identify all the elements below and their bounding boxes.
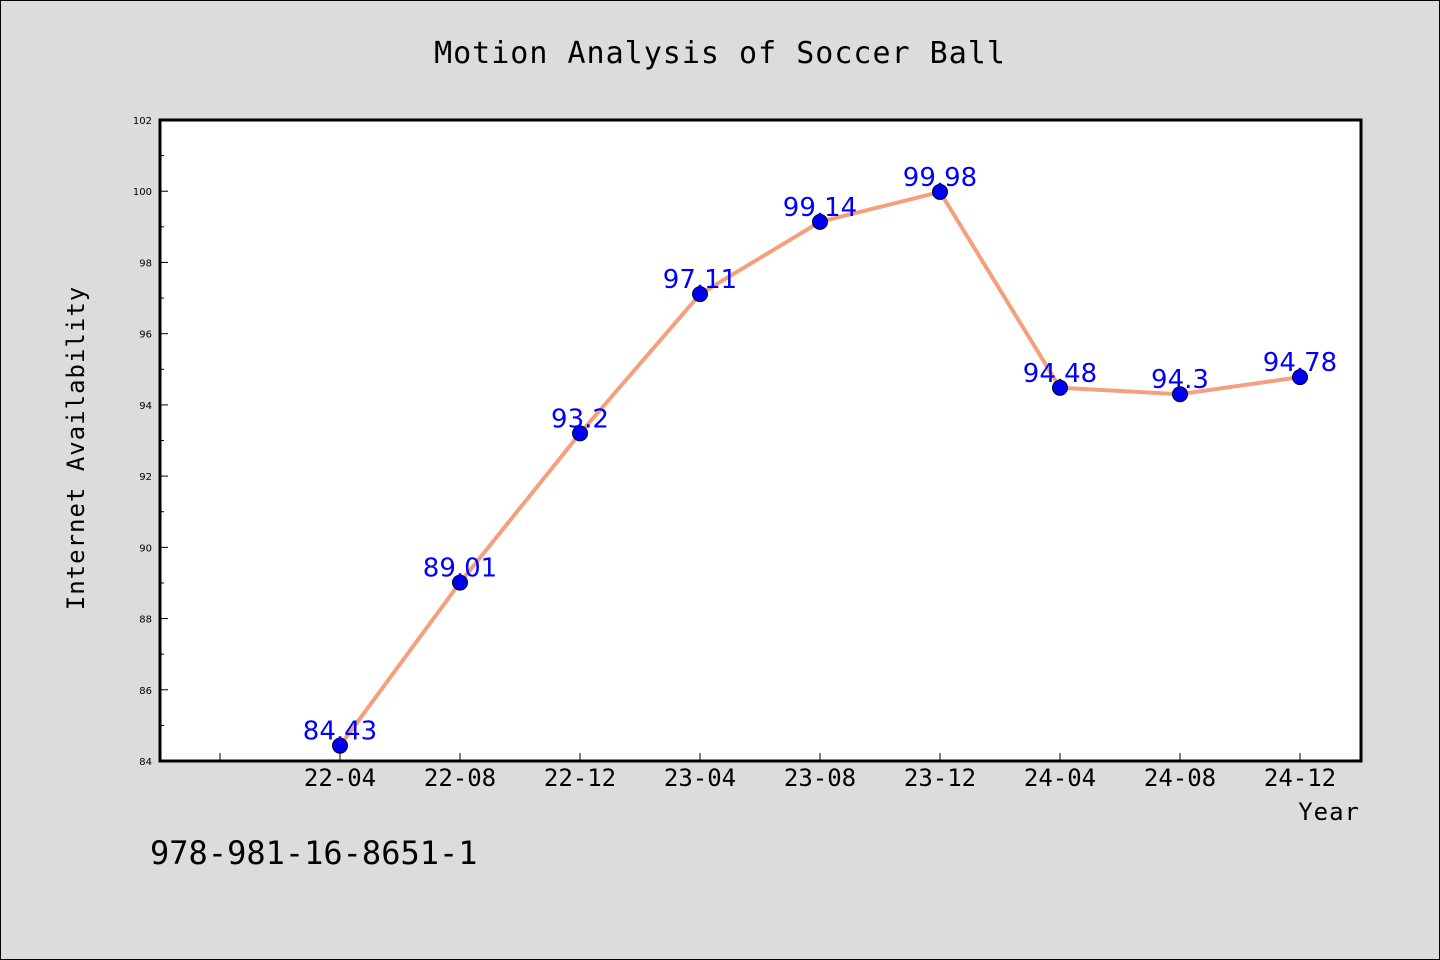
y-tick-label: 86 xyxy=(139,686,152,697)
x-tick-label: 23-04 xyxy=(664,764,736,792)
chart-title: Motion Analysis of Soccer Ball xyxy=(434,36,1006,71)
x-tick-label: 22-12 xyxy=(544,764,616,792)
y-axis-label: Internet Availability xyxy=(62,286,90,610)
data-label: 94.48 xyxy=(1023,359,1097,389)
y-tick-label: 92 xyxy=(139,472,152,483)
y-tick-label: 96 xyxy=(139,330,152,341)
data-label: 94.78 xyxy=(1263,348,1337,378)
series-layer: 84.43 89.01 93.2 97.11 99.14 99.98 94.48 94.3 94… xyxy=(303,163,1337,754)
data-label: 89.01 xyxy=(423,554,497,584)
y-tick-label: 90 xyxy=(139,543,152,554)
x-tick-label: 22-08 xyxy=(424,764,496,792)
data-point xyxy=(1172,386,1188,403)
plot-area xyxy=(160,120,1361,761)
x-tick-label: 22-04 xyxy=(304,764,376,792)
data-point xyxy=(1292,369,1308,386)
data-label: 93.2 xyxy=(551,404,609,434)
data-label: 84.43 xyxy=(303,717,377,747)
data-point xyxy=(692,286,708,303)
x-tick-label: 23-08 xyxy=(784,764,856,792)
x-axis-ticks: 22-04 22-08 22-12 23-04 23-08 23-12 24-04 24-08… xyxy=(219,753,1336,792)
y-tick-label: 98 xyxy=(139,258,152,269)
data-point xyxy=(812,213,828,230)
y-tick-label: 94 xyxy=(139,401,152,412)
y-tick-label: 88 xyxy=(139,615,152,626)
plot-frame xyxy=(158,118,1363,763)
data-point xyxy=(452,574,468,591)
y-tick-label: 102 xyxy=(133,116,152,127)
data-label: 97.11 xyxy=(663,265,737,295)
footer-code: 978-981-16-8651-1 xyxy=(150,834,478,872)
x-axis-label: Year xyxy=(1298,798,1360,826)
y-tick-label: 84 xyxy=(139,757,152,768)
data-label: 99.14 xyxy=(783,193,857,223)
data-point xyxy=(572,425,588,442)
x-tick-label: 23-12 xyxy=(904,764,976,792)
data-point xyxy=(332,737,348,754)
data-point xyxy=(1052,379,1068,396)
data-label: 99.98 xyxy=(903,163,977,193)
data-label: 94.3 xyxy=(1151,365,1209,395)
x-tick-label: 24-12 xyxy=(1264,764,1336,792)
x-tick-label: 24-08 xyxy=(1144,764,1216,792)
y-tick-label: 100 xyxy=(133,187,152,198)
data-point xyxy=(932,183,948,200)
x-tick-label: 24-04 xyxy=(1024,764,1096,792)
